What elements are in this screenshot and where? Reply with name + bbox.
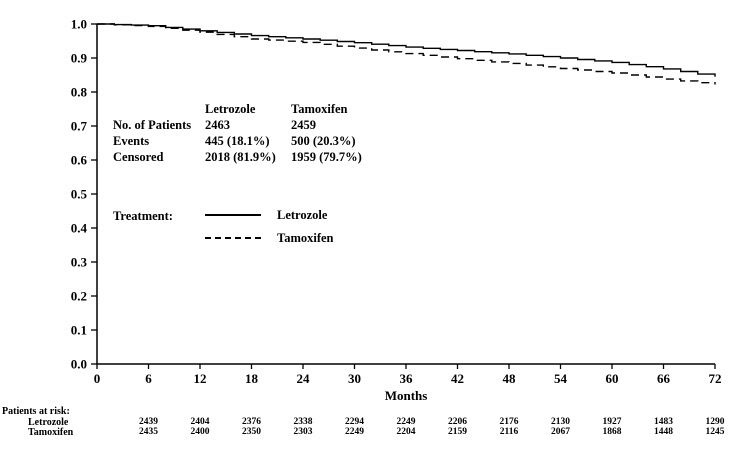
at-risk-count: 2338 xyxy=(293,417,313,427)
at-risk-count: 2350 xyxy=(242,427,261,437)
dashed-line-swatch xyxy=(205,237,261,239)
at-risk-count: 2130 xyxy=(551,417,570,427)
y-tick-label: 0.6 xyxy=(71,153,88,168)
at-risk-row-label-letrozole: Letrozole xyxy=(28,417,69,428)
at-risk-count: 2206 xyxy=(448,417,467,427)
stats-corner-cell xyxy=(113,101,205,117)
at-risk-count: 2303 xyxy=(293,427,313,437)
x-tick-label: 24 xyxy=(297,371,311,386)
stats-row-label: Events xyxy=(113,134,150,148)
stats-table: Letrozole Tamoxifen No. of Patients 2463… xyxy=(113,101,401,165)
curve-letrozole xyxy=(97,23,716,77)
at-risk-row-label-tamoxifen: Tamoxifen xyxy=(28,427,74,438)
at-risk-count: 2204 xyxy=(396,427,416,437)
y-tick-label: 0.0 xyxy=(71,357,87,372)
legend-label: Letrozole xyxy=(277,207,328,222)
solid-line-swatch xyxy=(205,214,261,216)
stats-cell: 500 (20.3%) xyxy=(291,134,356,148)
at-risk-count: 2435 xyxy=(139,427,158,437)
stats-col-header-tamoxifen: Tamoxifen xyxy=(291,102,348,116)
at-risk-count: 1927 xyxy=(602,417,622,427)
at-risk-count: 2294 xyxy=(345,417,364,427)
stats-cell: 2463 xyxy=(205,118,230,132)
stats-cell: 445 (18.1%) xyxy=(205,134,270,148)
stats-col-header-letrozole: Letrozole xyxy=(205,102,256,116)
at-risk-title: Patients at risk: xyxy=(2,406,70,417)
stats-cell: 1959 (79.7%) xyxy=(291,150,362,164)
stats-cell: 2018 (81.9%) xyxy=(205,150,276,164)
x-tick-label: 48 xyxy=(503,371,517,386)
legend-label: Tamoxifen xyxy=(277,230,334,245)
at-risk-count: 1483 xyxy=(654,417,673,427)
at-risk-count: 2400 xyxy=(190,427,210,437)
y-tick-label: 0.2 xyxy=(71,289,87,304)
stats-row-label: No. of Patients xyxy=(113,118,192,132)
y-tick-label: 0.8 xyxy=(71,85,88,100)
x-tick-label: 72 xyxy=(709,371,722,386)
at-risk-count: 2249 xyxy=(396,417,416,427)
x-axis-title: Months xyxy=(384,388,428,403)
axes-lines xyxy=(96,24,715,365)
y-tick-label: 0.1 xyxy=(71,323,87,338)
y-tick-label: 0.3 xyxy=(71,255,88,270)
legend-title: Treatment: xyxy=(113,209,173,223)
x-tick-label: 66 xyxy=(657,371,671,386)
x-tick-label: 60 xyxy=(606,371,619,386)
at-risk-count: 2176 xyxy=(499,417,519,427)
stats-row-label: Censored xyxy=(113,150,164,164)
x-tick-label: 12 xyxy=(194,371,207,386)
at-risk-count: 2116 xyxy=(499,427,519,437)
y-tick-label: 0.9 xyxy=(71,51,88,66)
at-risk-count: 1868 xyxy=(602,427,622,437)
x-tick-label: 18 xyxy=(245,371,259,386)
at-risk-count: 2439 xyxy=(139,417,158,427)
curve-tamoxifen xyxy=(97,23,716,85)
at-risk-count: 1448 xyxy=(654,427,673,437)
legend-item-tamoxifen: Tamoxifen xyxy=(205,228,334,248)
at-risk-count: 1290 xyxy=(705,417,725,427)
at-risk-count: 2376 xyxy=(242,417,261,427)
x-tick-label: 0 xyxy=(94,371,101,386)
x-tick-label: 54 xyxy=(554,371,568,386)
x-tick-label: 36 xyxy=(400,371,414,386)
at-risk-count: 1245 xyxy=(705,427,725,437)
legend-item-letrozole: Letrozole xyxy=(205,205,327,225)
y-tick-label: 0.4 xyxy=(71,221,88,236)
y-tick-label: 0.7 xyxy=(71,119,88,134)
x-tick-label: 30 xyxy=(348,371,361,386)
at-risk-count: 2159 xyxy=(448,427,467,437)
stats-cell: 2459 xyxy=(291,118,316,132)
x-tick-label: 6 xyxy=(145,371,152,386)
x-tick-label: 42 xyxy=(451,371,464,386)
at-risk-count: 2249 xyxy=(345,427,364,437)
at-risk-count: 2067 xyxy=(551,427,570,437)
at-risk-count: 2404 xyxy=(190,417,210,427)
y-tick-label: 0.5 xyxy=(71,187,88,202)
treatment-legend: Treatment: Letrozole Tamoxifen xyxy=(113,205,373,255)
y-tick-label: 1.0 xyxy=(71,17,87,32)
